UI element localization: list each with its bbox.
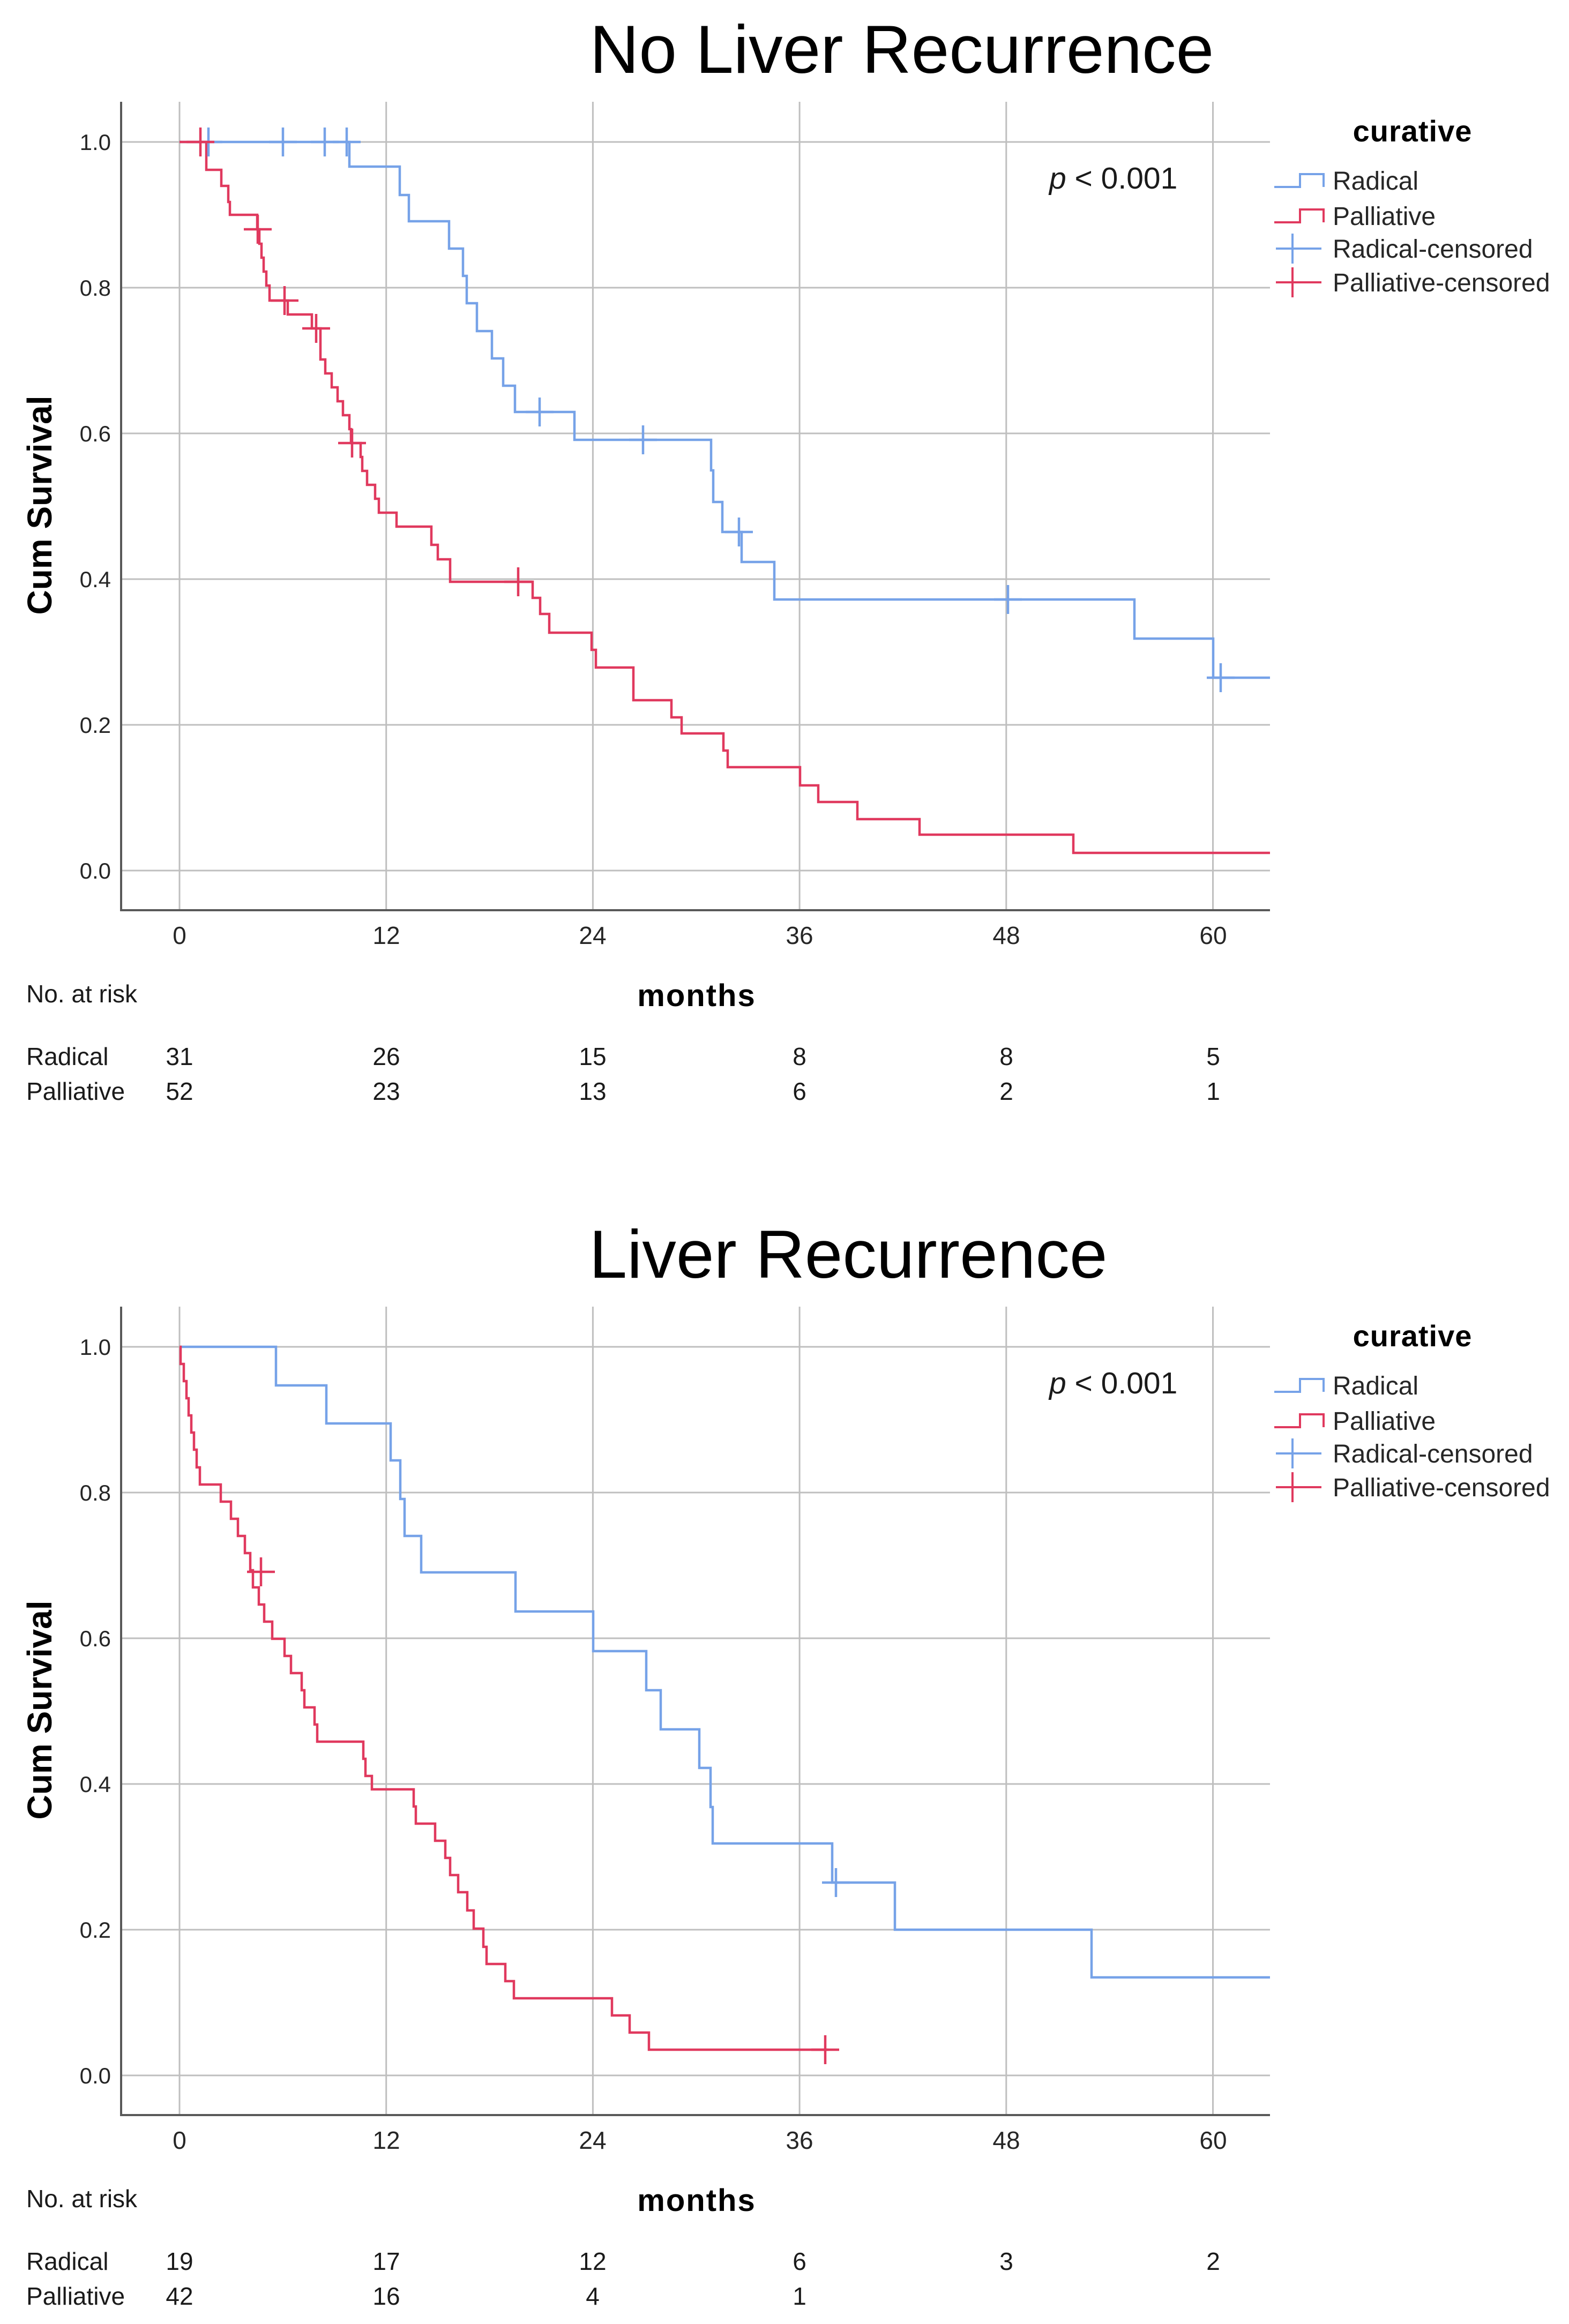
svg-text:1: 1 [793,2282,806,2310]
svg-text:Radical: Radical [1333,167,1418,196]
svg-text:No. at risk: No. at risk [26,2185,138,2213]
svg-text:0.0: 0.0 [80,2063,111,2088]
svg-text:24: 24 [579,2126,606,2154]
svg-text:12: 12 [372,2126,400,2154]
svg-text:5: 5 [1206,1043,1220,1070]
svg-text:0.4: 0.4 [80,1772,111,1797]
svg-text:24: 24 [579,921,606,949]
svg-text:8: 8 [999,1043,1013,1070]
svg-text:0: 0 [173,2126,186,2154]
svg-text:Palliative-censored: Palliative-censored [1333,269,1550,297]
svg-text:16: 16 [372,2282,400,2310]
svg-text:19: 19 [166,2247,193,2275]
svg-text:p < 0.001: p < 0.001 [1048,1366,1177,1400]
svg-text:36: 36 [786,921,813,949]
svg-text:0.8: 0.8 [80,1480,111,1505]
svg-text:Liver Recurrence: Liver Recurrence [589,1216,1107,1292]
svg-text:No Liver Recurrence: No Liver Recurrence [590,11,1214,87]
svg-text:48: 48 [992,921,1020,949]
svg-text:Radical: Radical [26,2247,108,2275]
svg-text:2: 2 [999,1077,1013,1105]
svg-text:Palliative: Palliative [1333,1407,1436,1436]
svg-text:0.0: 0.0 [80,858,111,883]
svg-text:Cum Survival: Cum Survival [20,395,59,614]
svg-text:months: months [637,978,756,1013]
svg-text:Radical: Radical [26,1043,108,1070]
svg-text:12: 12 [372,921,400,949]
svg-text:13: 13 [579,1077,606,1105]
svg-text:1: 1 [1206,1077,1220,1105]
svg-text:6: 6 [793,2247,806,2275]
svg-text:0.4: 0.4 [80,567,111,592]
svg-text:1.0: 1.0 [80,130,111,155]
svg-text:Radical: Radical [1333,1372,1418,1400]
svg-text:curative: curative [1353,1319,1473,1353]
svg-text:Palliative: Palliative [26,2282,125,2310]
svg-text:p < 0.001: p < 0.001 [1048,161,1177,196]
svg-text:52: 52 [166,1077,193,1105]
svg-text:2: 2 [1206,2247,1220,2275]
svg-text:15: 15 [579,1043,606,1070]
svg-text:0: 0 [173,921,186,949]
svg-text:4: 4 [586,2282,600,2310]
svg-text:3: 3 [999,2247,1013,2275]
svg-text:36: 36 [786,2126,813,2154]
svg-text:Radical-censored: Radical-censored [1333,1440,1533,1468]
svg-text:8: 8 [793,1043,806,1070]
svg-text:Radical-censored: Radical-censored [1333,235,1533,264]
svg-text:12: 12 [579,2247,606,2275]
svg-text:42: 42 [166,2282,193,2310]
svg-text:months: months [637,2183,756,2218]
svg-text:0.6: 0.6 [80,1626,111,1651]
svg-text:Palliative: Palliative [1333,203,1436,231]
svg-text:Cum Survival: Cum Survival [20,1600,59,1819]
svg-text:31: 31 [166,1043,193,1070]
svg-text:Palliative: Palliative [26,1077,125,1105]
svg-text:17: 17 [372,2247,400,2275]
svg-text:0.2: 0.2 [80,713,111,738]
svg-text:curative: curative [1353,114,1473,148]
svg-text:0.8: 0.8 [80,275,111,301]
svg-text:60: 60 [1199,921,1227,949]
svg-text:Palliative-censored: Palliative-censored [1333,1474,1550,1502]
svg-text:60: 60 [1199,2126,1227,2154]
svg-text:0.2: 0.2 [80,1917,111,1943]
svg-text:1.0: 1.0 [80,1335,111,1360]
svg-text:23: 23 [372,1077,400,1105]
svg-text:48: 48 [992,2126,1020,2154]
svg-text:0.6: 0.6 [80,421,111,446]
svg-text:26: 26 [372,1043,400,1070]
svg-text:6: 6 [793,1077,806,1105]
svg-text:No. at risk: No. at risk [26,980,138,1008]
